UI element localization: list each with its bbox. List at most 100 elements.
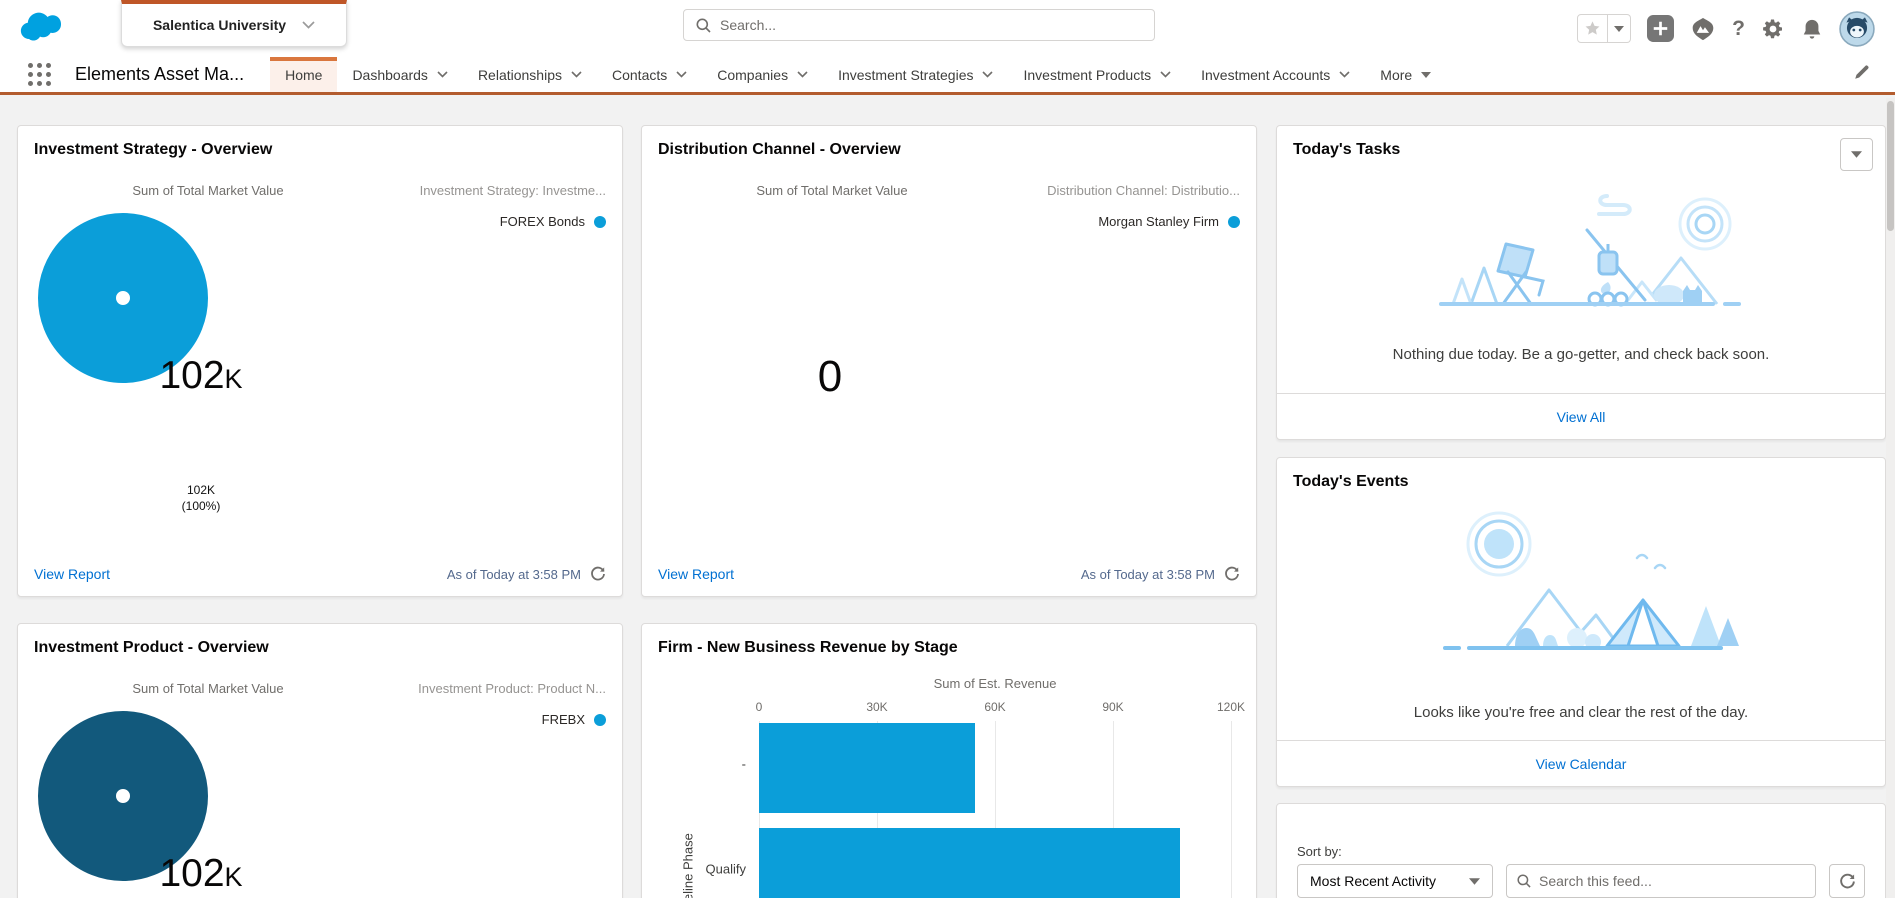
card-distribution-channel-overview: Distribution Channel - Overview Sum of T… (641, 125, 1257, 597)
salesforce-logo-icon (16, 8, 66, 49)
notifications-bell-icon[interactable] (1801, 17, 1823, 41)
org-switcher[interactable]: Salentica University (121, 0, 347, 47)
favorites-group (1577, 14, 1632, 43)
as-of-timestamp: As of Today at 3:58 PM (1081, 566, 1240, 582)
card-todays-tasks: Today's Tasks Nothing du (1276, 125, 1886, 440)
feed-sort-value: Most Recent Activity (1310, 873, 1437, 889)
chevron-down-icon (1160, 71, 1171, 78)
user-avatar[interactable] (1839, 10, 1875, 47)
tab-home[interactable]: Home (270, 57, 338, 92)
empty-tasks-illustration (1411, 182, 1751, 327)
feed-search (1506, 864, 1816, 898)
view-calendar-link[interactable]: View Calendar (1277, 740, 1885, 786)
favorites-dropdown-icon[interactable] (1608, 14, 1632, 43)
tab-companies[interactable]: Companies (702, 57, 823, 92)
legend-dot (1228, 215, 1240, 228)
bar-plot-area (759, 721, 1232, 898)
chevron-down-icon (1339, 71, 1350, 78)
empty-state-text: Nothing due today. Be a go-getter, and c… (1392, 346, 1770, 363)
slice-data-label: 102K (100%) (181, 483, 221, 514)
empty-events-illustration (1411, 498, 1751, 673)
x-tick: 120K (1216, 700, 1246, 714)
feed-refresh-button[interactable] (1829, 864, 1865, 898)
donut-total-value: 102K (159, 852, 243, 895)
feed-controls: Most Recent Activity (1297, 864, 1865, 898)
x-tick: 30K (866, 700, 888, 714)
card-title: Investment Strategy - Overview (34, 141, 273, 158)
donut-chart[interactable] (38, 711, 208, 881)
caret-down-icon (1421, 71, 1432, 78)
setup-gear-icon[interactable] (1761, 17, 1785, 41)
tab-investment-products[interactable]: Investment Products (1008, 57, 1186, 92)
global-search-input[interactable] (720, 17, 1142, 33)
category-label: - (741, 756, 746, 772)
chevron-down-icon (437, 71, 448, 78)
donut-chart[interactable] (38, 213, 208, 383)
global-header: Salentica University ? (0, 0, 1895, 57)
card-title: Distribution Channel - Overview (658, 141, 901, 158)
chart-measure-label: Sum of Total Market Value (132, 183, 284, 198)
chevron-down-icon (676, 71, 687, 78)
legend-title: Investment Product: Product N... (418, 681, 606, 696)
chevron-down-icon (797, 71, 808, 78)
refresh-icon[interactable] (1224, 566, 1240, 582)
view-report-link[interactable]: View Report (34, 566, 111, 582)
chart-measure-label: Sum of Total Market Value (132, 681, 284, 696)
card-investment-product-overview: Investment Product - Overview Sum of Tot… (17, 623, 623, 898)
view-all-link[interactable]: View All (1277, 393, 1885, 439)
refresh-icon[interactable] (590, 566, 606, 582)
card-title: Firm - New Business Revenue by Stage (658, 639, 958, 656)
search-icon (696, 18, 711, 33)
card-revenue-by-stage: Firm - New Business Revenue by Stage Sum… (641, 623, 1257, 898)
tab-investment-strategies[interactable]: Investment Strategies (823, 57, 1008, 92)
legend-item-morgan-stanley: Morgan Stanley Firm (1098, 214, 1240, 229)
card-title: Investment Product - Overview (34, 639, 269, 656)
chart-total-zero: 0 (817, 352, 843, 401)
y-axis-title: Pipeline Phase (680, 833, 696, 898)
nav-tabs: Home Dashboards Relationships Contacts C… (270, 57, 1446, 92)
as-of-timestamp: As of Today at 3:58 PM (447, 566, 606, 582)
card-title: Today's Events (1293, 473, 1409, 490)
x-axis-title: Sum of Est. Revenue (933, 676, 1057, 691)
help-icon[interactable]: ? (1732, 16, 1745, 40)
view-report-link[interactable]: View Report (658, 566, 735, 582)
gridline (1113, 721, 1114, 898)
tab-more[interactable]: More (1365, 57, 1446, 92)
org-name: Salentica University (152, 17, 287, 33)
tab-dashboards[interactable]: Dashboards (337, 57, 463, 92)
tab-investment-accounts[interactable]: Investment Accounts (1186, 57, 1365, 92)
scrollbar-thumb[interactable] (1887, 101, 1894, 231)
x-tick: 0 (755, 700, 763, 714)
tab-relationships[interactable]: Relationships (463, 57, 597, 92)
empty-state-text: Looks like you're free and clear the res… (1413, 704, 1749, 721)
legend-dot (594, 713, 606, 726)
chevron-down-icon (571, 71, 582, 78)
caret-down-icon (1469, 877, 1480, 885)
card-title: Today's Tasks (1293, 141, 1401, 158)
card-todays-events: Today's Events Looks like you're free an… (1276, 457, 1886, 787)
feed-search-input[interactable] (1539, 873, 1805, 889)
category-label: Qualify (705, 861, 746, 877)
scrollbar[interactable] (1886, 98, 1895, 898)
card-feed: Sort by: Most Recent Activity (1276, 803, 1886, 898)
bar-qualify-stage[interactable] (759, 828, 1180, 898)
edit-navigation-pencil-icon[interactable] (1853, 63, 1871, 86)
header-actions: ? (1577, 0, 1875, 57)
sort-by-label: Sort by: (1297, 844, 1342, 859)
legend-title: Investment Strategy: Investme... (419, 183, 606, 198)
legend-item-frebx: FREBX (542, 712, 606, 727)
chart-measure-label: Sum of Total Market Value (756, 183, 908, 198)
bar-blank-stage[interactable] (759, 723, 976, 813)
legend-dot (594, 215, 606, 228)
tasks-menu-button[interactable] (1840, 138, 1873, 171)
search-icon (1517, 874, 1531, 888)
global-actions-plus-icon[interactable] (1647, 15, 1675, 42)
card-investment-strategy-overview: Investment Strategy - Overview Sum of To… (17, 125, 623, 597)
guidance-center-icon[interactable] (1690, 16, 1716, 42)
tab-contacts[interactable]: Contacts (597, 57, 702, 92)
global-search (683, 9, 1155, 41)
app-launcher-icon[interactable] (28, 63, 51, 86)
x-tick: 90K (1102, 700, 1124, 714)
favorites-star-icon[interactable] (1577, 14, 1609, 43)
feed-sort-select[interactable]: Most Recent Activity (1297, 864, 1493, 898)
